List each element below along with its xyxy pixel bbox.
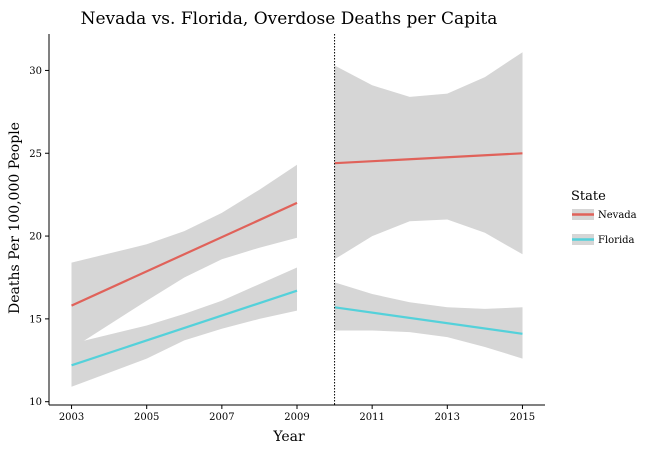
confidence-bands	[71, 52, 523, 387]
x-tick-label: 2011	[359, 412, 384, 423]
band-nevada-post	[334, 52, 523, 260]
legend: State Nevada Florida	[571, 189, 637, 246]
y-axis-label: Deaths Per 100,000 People	[7, 122, 23, 314]
x-tick-label: 2009	[284, 412, 309, 423]
y-tick-label: 15	[29, 314, 42, 325]
legend-title: State	[571, 189, 606, 204]
legend-label-nevada: Nevada	[598, 210, 637, 221]
y-tick-label: 30	[29, 66, 42, 77]
x-ticks: 2003 2005 2007 2009 2011 2013 2015	[59, 405, 535, 423]
x-tick-label: 2007	[209, 412, 234, 423]
y-tick-label: 25	[29, 149, 42, 160]
x-tick-label: 2015	[510, 412, 535, 423]
line-florida-post	[334, 306, 523, 335]
line-nevada-pre	[71, 201, 298, 307]
line-nevada-post	[334, 152, 523, 165]
chart-title: Nevada vs. Florida, Overdose Deaths per …	[81, 9, 498, 29]
x-tick-label: 2013	[435, 412, 460, 423]
band-nevada-pre	[71, 164, 297, 349]
y-ticks: 10 15 20 25 30	[29, 66, 49, 408]
trend-lines	[71, 152, 523, 367]
x-tick-label: 2003	[59, 412, 84, 423]
x-tick-label: 2005	[134, 412, 159, 423]
x-axis-label: Year	[272, 429, 305, 445]
legend-label-florida: Florida	[598, 235, 635, 246]
y-tick-label: 20	[29, 232, 42, 243]
line-florida-pre	[71, 289, 298, 367]
y-tick-label: 10	[29, 397, 42, 408]
